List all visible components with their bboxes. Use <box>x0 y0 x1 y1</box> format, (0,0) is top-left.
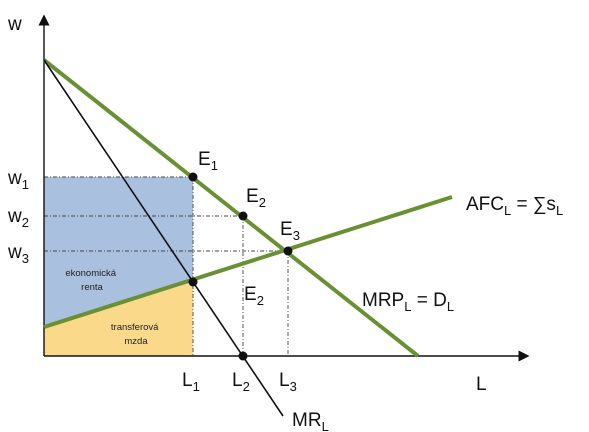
point-e2-upper <box>238 211 248 221</box>
tick-w3: w3 <box>7 242 29 266</box>
tick-w1: w1 <box>7 168 29 192</box>
mrp-curve <box>42 58 420 358</box>
transfer-earnings-label: transferová mzda <box>111 322 161 347</box>
transfer-earnings-area <box>44 282 193 356</box>
point-e2-lower <box>188 277 198 287</box>
label-e3: E3 <box>280 219 300 243</box>
guide-lines <box>44 176 289 356</box>
tick-l1: L1 <box>182 370 200 394</box>
tick-l3: L3 <box>279 370 297 394</box>
label-e2-lower: E2 <box>244 284 264 308</box>
afc-curve <box>43 195 453 329</box>
label-e1: E1 <box>198 149 218 173</box>
mr-label: MRL <box>292 410 329 432</box>
tick-l2: L2 <box>232 370 250 394</box>
y-axis-label: w <box>7 14 22 35</box>
point-l2-axis <box>238 351 248 361</box>
label-e2-upper: E2 <box>246 186 266 210</box>
economic-rent-label: ekonomická renta <box>65 268 118 293</box>
afc-label: AFCL = ∑sL <box>466 194 563 218</box>
point-e3 <box>283 246 293 256</box>
x-axis-label: L <box>476 374 487 395</box>
point-e1 <box>188 172 198 182</box>
points <box>188 172 293 361</box>
mrp-label: MRPL = DL <box>362 290 454 314</box>
tick-w2: w2 <box>7 206 29 230</box>
